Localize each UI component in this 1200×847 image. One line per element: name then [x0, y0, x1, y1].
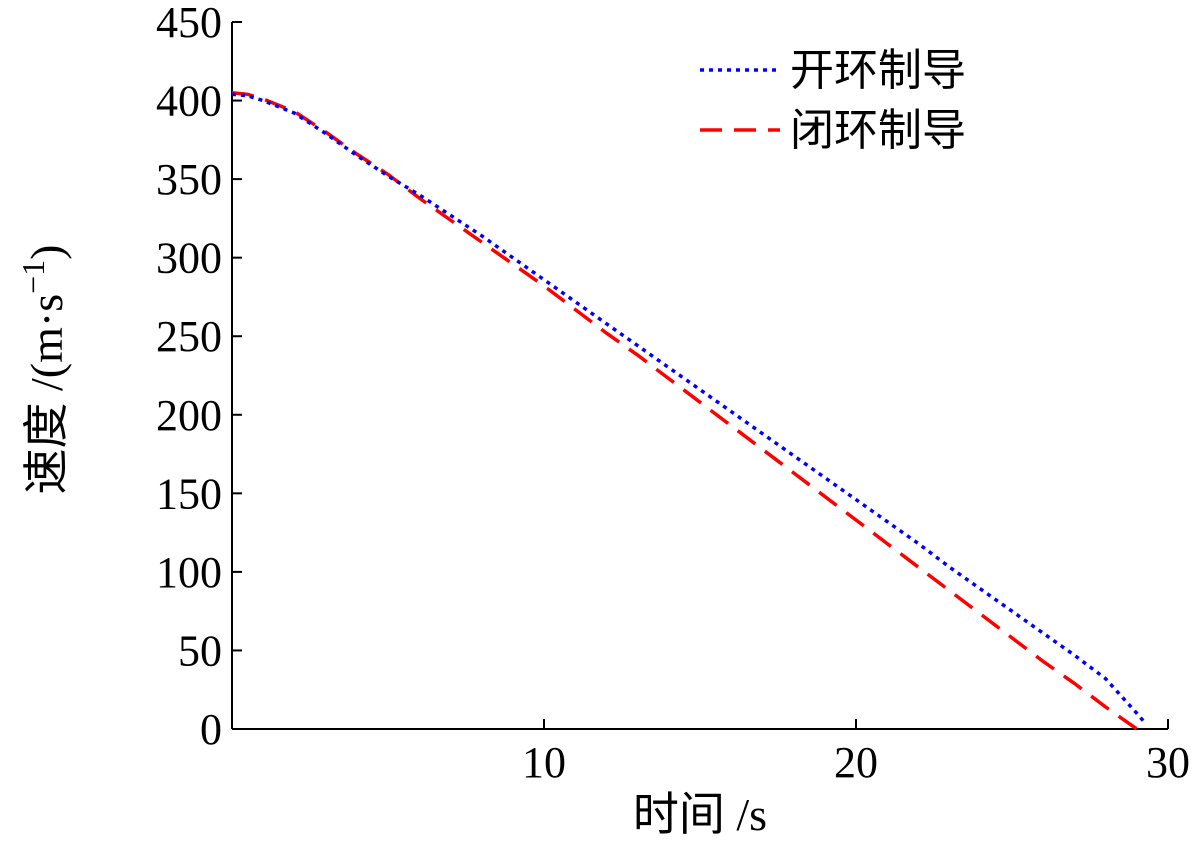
series-line-open-loop — [231, 92, 1148, 726]
legend: 开环制导 闭环制导 — [700, 46, 966, 155]
y-tick-label: 450 — [156, 0, 222, 47]
tick-group: 0 50 100 150 200 250 300 350 400 450 10 20 30 — [156, 0, 1190, 787]
y-tick-label: 300 — [156, 234, 222, 283]
y-tick-label: 0 — [200, 705, 222, 754]
y-tick-label: 250 — [156, 312, 222, 361]
y-axis-label-superscript: −1 — [15, 260, 51, 294]
x-axis-label: 时间 /s — [633, 789, 767, 840]
series-line-closed-loop — [231, 90, 1138, 731]
y-tick-label: 50 — [178, 626, 222, 675]
y-tick-label: 100 — [156, 548, 222, 597]
y-tick-label: 150 — [156, 469, 222, 518]
y-axis-label-main: 速度 /(m·s — [21, 294, 72, 495]
y-axis-label-close: ) — [21, 245, 72, 260]
x-tick-label: 10 — [522, 738, 566, 787]
y-axis-label: 速度 /(m·s−1) — [15, 245, 72, 495]
y-tick-label: 200 — [156, 391, 222, 440]
y-tick-label: 350 — [156, 155, 222, 204]
legend-entry-closed-loop: 闭环制导 — [790, 106, 966, 155]
x-tick-label: 30 — [1146, 738, 1190, 787]
series-group — [231, 90, 1148, 731]
x-tick-label: 20 — [834, 738, 878, 787]
axes — [231, 22, 1168, 730]
legend-entry-open-loop: 开环制导 — [790, 46, 966, 95]
y-tick-label: 400 — [156, 77, 222, 126]
